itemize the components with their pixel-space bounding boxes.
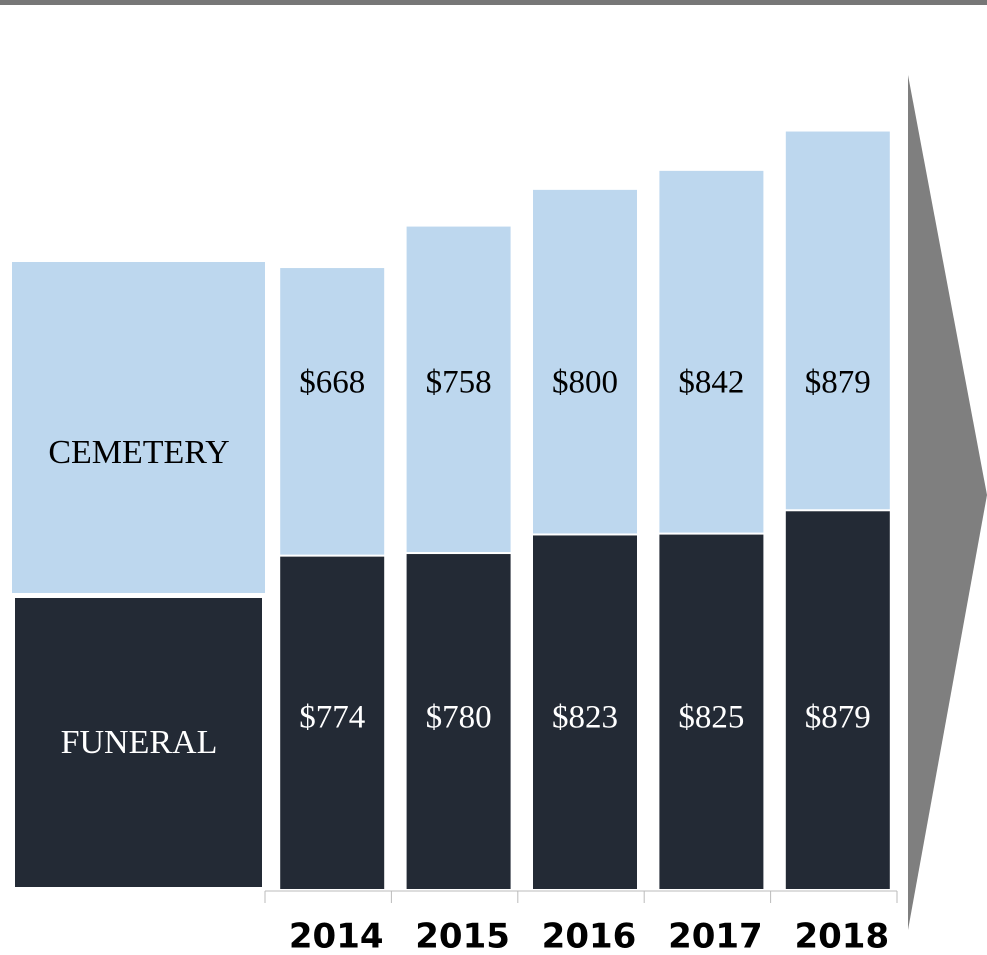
bar-segment (533, 189, 637, 534)
bar-segment (406, 226, 511, 553)
legend-label: CEMETERY (48, 434, 229, 471)
x-tick-label: 2017 (668, 917, 763, 955)
value-label: $823 (552, 700, 618, 736)
x-tick-label: 2016 (542, 917, 637, 955)
x-tick-label: 2014 (289, 917, 384, 955)
legend-swatch (15, 598, 262, 887)
value-label: $879 (805, 365, 871, 401)
value-label: $780 (426, 700, 492, 736)
top-rule (0, 0, 987, 5)
legend-label: FUNERAL (61, 724, 218, 761)
bar-segment (406, 554, 511, 889)
bar-segment (785, 511, 890, 889)
bar-segment (280, 268, 385, 555)
value-label: $825 (678, 700, 744, 736)
value-label: $668 (299, 365, 365, 401)
value-label: $758 (426, 365, 492, 401)
bar-segment (659, 170, 764, 533)
value-label: $879 (805, 700, 871, 736)
x-tick-label: 2015 (415, 917, 510, 955)
bar-segment (785, 131, 890, 510)
value-label: $800 (552, 365, 618, 401)
bar-segment (533, 535, 637, 889)
value-label: $774 (299, 700, 365, 736)
legend-swatch (12, 262, 265, 593)
bar-segment (659, 534, 764, 889)
bar-segment (280, 556, 385, 889)
arrow (908, 75, 987, 930)
x-tick-label: 2018 (794, 917, 889, 955)
value-label: $842 (678, 365, 744, 401)
